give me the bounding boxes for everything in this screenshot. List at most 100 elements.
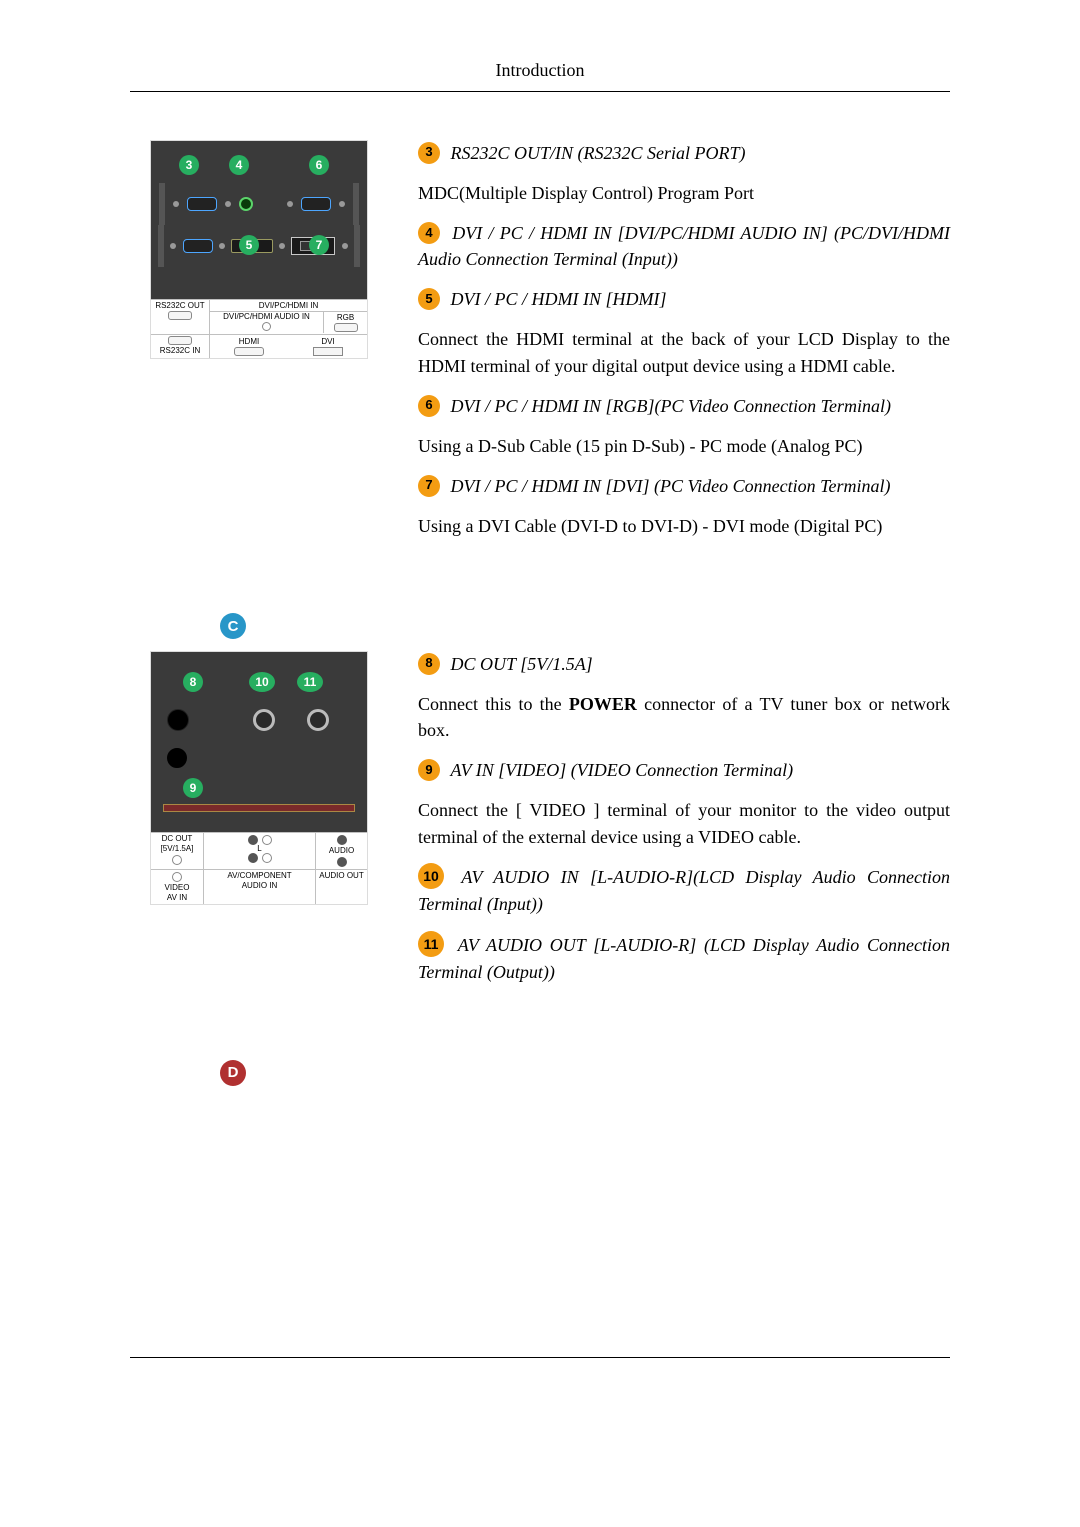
- audio-jack-icon: [239, 197, 253, 211]
- item-title-8: DC OUT [5V/1.5A]: [451, 654, 593, 674]
- diagram-2-legend: DC OUT [5V/1.5A] L: [151, 832, 367, 904]
- item-title-11: AV AUDIO OUT [L-AUDIO-R] (LCD Display Au…: [418, 935, 950, 983]
- mini-jack-icon: [337, 835, 347, 845]
- label-audioout: AUDIO OUT: [319, 872, 363, 880]
- label-avcomp1: AV/COMPONENT: [227, 872, 291, 880]
- label-dvi: DVI: [321, 337, 334, 346]
- mini-port-icon: [168, 336, 192, 345]
- screw-icon: [279, 243, 285, 249]
- video-jack-icon: [167, 748, 187, 768]
- mini-jack-icon: [172, 855, 182, 865]
- item-body-3: MDC(Multiple Display Control) Program Po…: [418, 180, 950, 206]
- red-bar-icon: [163, 804, 355, 812]
- diagram-num-10: 10: [249, 672, 275, 692]
- label-avcomp2: AUDIO IN: [242, 882, 278, 890]
- item-title-6: DVI / PC / HDMI IN [RGB](PC Video Connec…: [451, 396, 891, 416]
- diagram-num-3: 3: [179, 155, 199, 175]
- diagram-num-5: 5: [239, 235, 259, 255]
- diagram-num-4: 4: [229, 155, 249, 175]
- diagram-1-container: 3 4 6 5 7: [130, 140, 390, 359]
- diagram-2-panel: 8 10 11 9: [151, 652, 367, 832]
- badge-4: 4: [418, 222, 440, 244]
- label-audio: AUDIO: [329, 847, 354, 855]
- section-c-badge: C: [220, 613, 246, 639]
- diagram-num-11: 11: [297, 672, 323, 692]
- diagram-2-container: 8 10 11 9: [130, 651, 390, 905]
- item-title-9: AV IN [VIDEO] (VIDEO Connection Terminal…: [451, 760, 794, 780]
- badge-6: 6: [418, 395, 440, 417]
- mini-jack-icon: [262, 853, 272, 863]
- audio-l-out-icon: [307, 709, 329, 731]
- footer-rule: [130, 1357, 950, 1358]
- badge-3: 3: [418, 142, 440, 164]
- badge-8: 8: [418, 653, 440, 675]
- section-top: 3 4 6 5 7: [130, 140, 950, 553]
- screw-icon: [219, 243, 225, 249]
- description-column-2: 8 DC OUT [5V/1.5A] Connect this to the P…: [418, 651, 950, 1000]
- page-title: Introduction: [130, 60, 950, 92]
- diagram-num-9: 9: [183, 778, 203, 798]
- mini-jack-icon: [248, 835, 258, 845]
- diagram-1-panel: 3 4 6 5 7: [151, 141, 367, 299]
- label-rgb: RGB: [337, 313, 354, 322]
- item-body-9: Connect the [ VIDEO ] terminal of your m…: [418, 797, 950, 849]
- item-body-7: Using a DVI Cable (DVI-D to DVI-D) - DVI…: [418, 513, 950, 539]
- label-dcout2: [5V/1.5A]: [161, 845, 194, 853]
- item-title-7: DVI / PC / HDMI IN [DVI] (PC Video Conne…: [451, 476, 891, 496]
- label-group: DVI/PC/HDMI IN: [259, 301, 319, 310]
- label-audio-in: DVI/PC/HDMI AUDIO IN: [223, 313, 310, 321]
- screw-icon: [342, 243, 348, 249]
- diagram-num-7: 7: [309, 235, 329, 255]
- strut-icon: [353, 183, 359, 225]
- diagram-1-row-2: [155, 225, 363, 267]
- screw-icon: [339, 201, 345, 207]
- mini-jack-icon: [248, 853, 258, 863]
- strut-icon: [354, 225, 360, 267]
- diagram-2: 8 10 11 9: [150, 651, 368, 905]
- mini-jack-icon: [262, 322, 271, 331]
- mini-hdmi-icon: [234, 347, 264, 356]
- diagram-1: 3 4 6 5 7: [150, 140, 368, 359]
- dc-jack-icon: [167, 709, 189, 731]
- item-body-5: Connect the HDMI terminal at the back of…: [418, 326, 950, 378]
- diagram-1-legend: RS232C OUT DVI/PC/HDMI IN DVI/PC/HDMI AU…: [151, 299, 367, 358]
- label-video: VIDEO: [165, 884, 190, 892]
- item-title-5: DVI / PC / HDMI IN [HDMI]: [451, 289, 667, 309]
- screw-icon: [225, 201, 231, 207]
- screw-icon: [287, 201, 293, 207]
- screw-icon: [170, 243, 176, 249]
- mini-jack-icon: [262, 835, 272, 845]
- rs232-port-icon: [187, 197, 217, 211]
- page: Introduction 3 4 6 5 7: [130, 0, 950, 1478]
- label-rs232-out: RS232C OUT: [155, 301, 204, 310]
- strut-icon: [159, 183, 165, 225]
- badge-9: 9: [418, 759, 440, 781]
- strut-icon: [158, 225, 164, 267]
- label-hdmi: HDMI: [239, 337, 259, 346]
- mini-jack-icon: [172, 872, 182, 882]
- badge-10: 10: [418, 863, 444, 889]
- diagram-num-8: 8: [183, 672, 203, 692]
- mini-jack-icon: [337, 857, 347, 867]
- mini-port-icon: [168, 311, 192, 320]
- description-column-1: 3 RS232C OUT/IN (RS232C Serial PORT) MDC…: [418, 140, 950, 553]
- item-body-6: Using a D-Sub Cable (15 pin D-Sub) - PC …: [418, 433, 950, 459]
- diagram-2-row-1: [157, 700, 361, 740]
- mini-port-icon: [334, 323, 358, 332]
- rs232-port-icon: [183, 239, 213, 253]
- badge-7: 7: [418, 475, 440, 497]
- label-rs232-in: RS232C IN: [160, 346, 200, 355]
- audio-l-in-icon: [253, 709, 275, 731]
- item-body-8: Connect this to the POWER connector of a…: [418, 691, 950, 743]
- diagram-1-row-1: [155, 183, 363, 225]
- badge-5: 5: [418, 288, 440, 310]
- item-title-10: AV AUDIO IN [L-AUDIO-R](LCD Display Audi…: [418, 867, 950, 915]
- label-avin: AV IN: [167, 894, 187, 902]
- mini-dvi-icon: [313, 347, 343, 356]
- rgb-port-icon: [301, 197, 331, 211]
- section-bottom: 8 10 11 9: [130, 651, 950, 1000]
- label-l: L: [257, 845, 261, 853]
- screw-icon: [173, 201, 179, 207]
- section-d-badge: D: [220, 1060, 246, 1086]
- badge-11: 11: [418, 931, 444, 957]
